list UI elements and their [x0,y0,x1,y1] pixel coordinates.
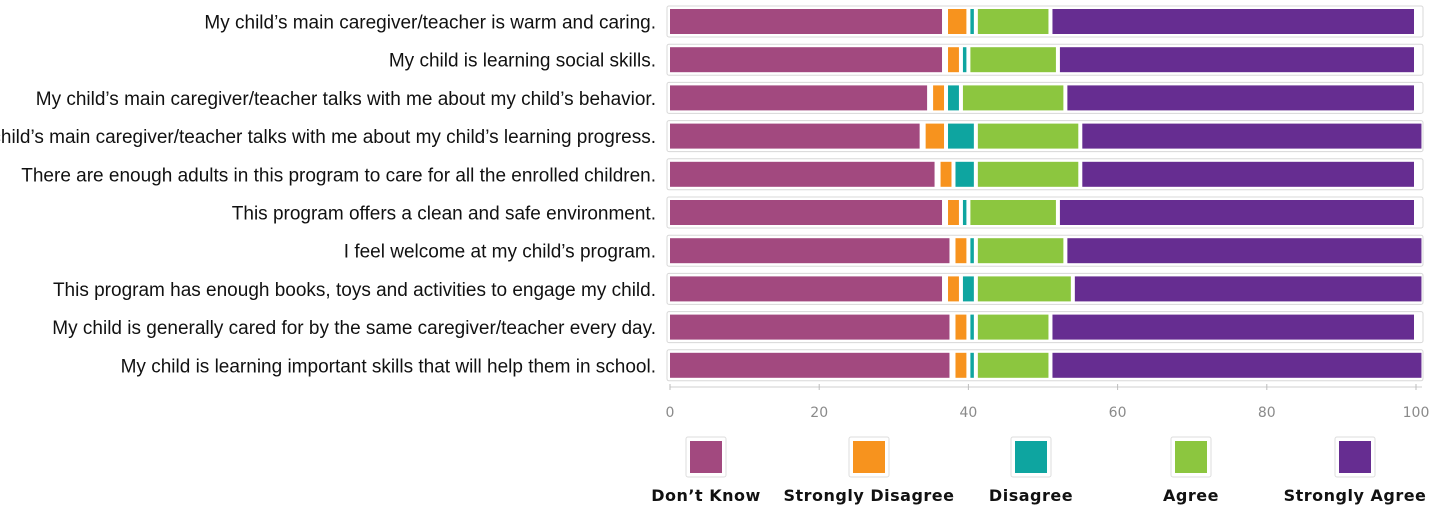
bar-segment [977,9,1049,34]
legend-swatch [853,441,885,473]
bar-segment [948,47,959,73]
bar-segment [962,47,967,73]
category-label: My child’s main caregiver/teacher is war… [204,13,656,34]
x-tick-label: 60 [1109,405,1127,421]
bar-segment [1082,123,1422,149]
bar-segment [670,47,943,73]
bar-segment [970,314,974,340]
bar-segment [962,200,967,225]
bar-segment [948,9,967,34]
bar-segment [670,161,935,187]
bar-segment [948,276,959,302]
legend-item: Strongly Agree [1284,436,1427,505]
bar-segment [948,85,959,111]
bar-row: My child is learning social skills. [389,43,1424,76]
legend-swatch [690,441,722,473]
legend-item: Agree [1163,436,1219,505]
bar-segment [670,85,928,111]
bar-segment [955,352,967,378]
bar-segment [977,276,1071,302]
legend-item: Strongly Disagree [783,436,954,505]
bar-segment [977,352,1049,378]
bar-segment [933,85,945,111]
bar-segment [1052,352,1422,378]
bar-segment [670,276,943,302]
bar-segment [962,85,1064,111]
x-tick-label: 0 [666,405,675,421]
bar-row: This program has enough books, toys and … [53,272,1424,305]
bar-segment [977,238,1064,264]
bar-segment [977,123,1079,149]
bar-segment [940,161,952,187]
bar-segment [977,314,1049,340]
bar-segment [970,47,1056,73]
category-label: My child is generally cared for by the s… [52,318,656,339]
bar-row: My child’s main caregiver/teacher is war… [204,5,1424,38]
bar-segment [955,161,974,187]
bar-segment [962,276,974,302]
bar-row: My child’s main caregiver/teacher talks … [36,81,1424,114]
category-label: My child is learning important skills th… [121,356,656,377]
bar-segment [1059,47,1414,73]
bar-segment [1067,85,1414,111]
legend-swatch [1175,441,1207,473]
category-label: My child’s main caregiver/teacher talks … [36,89,656,110]
bar-segment [670,123,920,149]
category-label: There are enough adults in this program … [21,165,656,186]
x-tick-label: 80 [1258,405,1276,421]
bar-segment [970,238,974,264]
bar-segment [670,200,943,225]
x-tick-label: 100 [1403,405,1430,421]
x-tick-label: 40 [959,405,977,421]
bar-segment [970,352,974,378]
legend-swatch [1015,441,1047,473]
legend-label: Agree [1163,486,1219,505]
bar-row: I feel welcome at my child’s program. [344,234,1424,267]
bar-segment [670,9,943,34]
bar-segment [1074,276,1422,302]
legend-label: Strongly Disagree [783,486,954,505]
legend-swatch [1339,441,1371,473]
bar-row: My child is generally cared for by the s… [52,311,1424,344]
bar-segment [670,352,950,378]
bar-segment [1059,200,1414,225]
bar-segment [670,314,950,340]
bar-row: My child is learning important skills th… [121,349,1424,382]
bar-segment [1052,314,1414,340]
bar-row: My child’s main caregiver/teacher talks … [0,120,1424,153]
bar-segment [1082,161,1414,187]
bar-segment [955,238,967,264]
bar-segment [970,200,1056,225]
bar-segment [948,123,974,149]
bar-segment [1067,238,1422,264]
bar-segment [925,123,945,149]
bar-segment [955,314,967,340]
legend-item: Don’t Know [651,436,761,505]
category-label: This program offers a clean and safe env… [232,204,656,225]
category-label: My child is learning social skills. [389,51,656,72]
bar-segment [948,200,959,225]
bar-segment [977,161,1079,187]
category-label: I feel welcome at my child’s program. [344,242,656,263]
category-label: My child’s main caregiver/teacher talks … [0,127,656,148]
bar-segment [1052,9,1414,34]
legend-item: Disagree [989,436,1073,505]
x-tick-label: 20 [810,405,828,421]
legend-label: Don’t Know [651,486,761,505]
bar-row: This program offers a clean and safe env… [232,196,1424,229]
bar-segment [970,9,974,34]
legend-label: Strongly Agree [1284,486,1427,505]
bar-row: There are enough adults in this program … [21,158,1424,191]
legend-label: Disagree [989,486,1073,505]
category-label: This program has enough books, toys and … [53,280,656,301]
bar-segment [670,238,950,264]
